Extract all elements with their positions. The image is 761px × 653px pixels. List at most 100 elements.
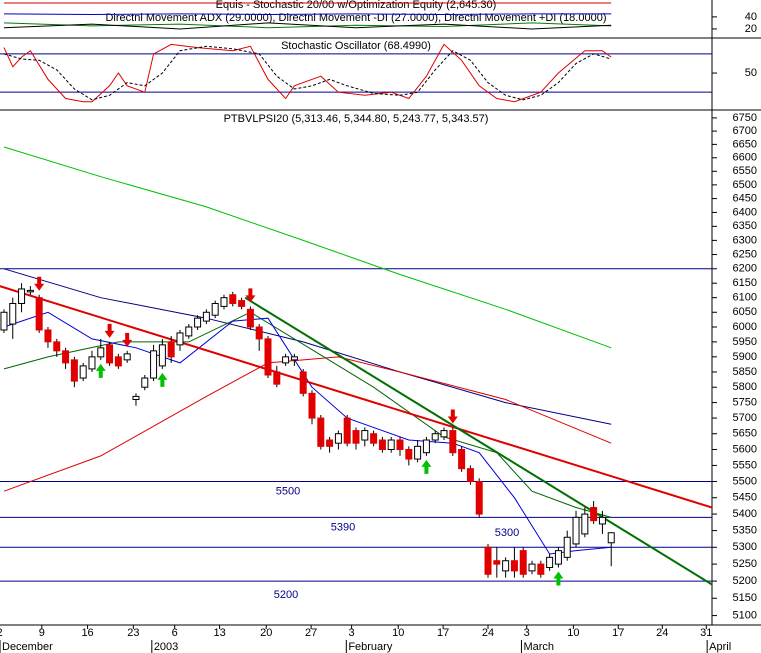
candle-body [554, 550, 562, 565]
month-label: December [2, 641, 53, 653]
candle-body [150, 350, 158, 379]
candle-body [176, 332, 184, 346]
candle-body [88, 356, 96, 370]
y-tick-label: 5550 [733, 459, 757, 471]
y-tick-label: 6550 [733, 165, 757, 177]
y-tick-label: 5700 [733, 412, 757, 424]
buy-arrow [95, 363, 106, 378]
candle-body [255, 326, 263, 340]
y-tick-label: 6450 [733, 193, 757, 205]
y-tick-label: 5400 [733, 508, 757, 520]
candle-body [466, 468, 474, 483]
panel-subtitle: Directnl Movement ADX (29.0000), Directn… [105, 12, 606, 24]
y-tick-label: 6100 [733, 292, 757, 304]
candle-body [211, 302, 219, 316]
y-tick-label: 6200 [733, 263, 757, 275]
candle-body [282, 356, 290, 364]
candle-body [352, 430, 360, 444]
x-tick-label: 13 [213, 627, 225, 639]
y-tick-label: 5950 [733, 336, 757, 348]
candle-body [53, 341, 61, 352]
candle-body [581, 513, 589, 535]
series-line [3, 146, 612, 349]
y-tick-label: 5600 [733, 443, 757, 455]
candle-body [299, 371, 307, 394]
candle-body [326, 439, 334, 447]
sell-arrow [122, 332, 133, 347]
series-line [3, 356, 612, 492]
x-tick-label: 2 [0, 627, 3, 639]
sell-arrow [34, 276, 45, 291]
series-line [0, 285, 712, 509]
candle-body [18, 288, 26, 304]
candle-body [475, 481, 483, 515]
series-line [3, 13, 612, 16]
y-tick-label: 6350 [733, 220, 757, 232]
y-tick-label: 5900 [733, 351, 757, 363]
candle-body [370, 433, 378, 444]
y-tick-label: 6250 [733, 248, 757, 260]
y-tick-label: 6650 [733, 138, 757, 150]
x-tick-label: 3 [349, 627, 355, 639]
candle-body [290, 356, 298, 361]
candle-body [141, 377, 149, 388]
candle-body [202, 311, 210, 322]
candle-body [440, 430, 448, 438]
level-label: 5200 [274, 589, 298, 601]
x-tick-label: 31 [700, 627, 712, 639]
candle-body [317, 417, 325, 447]
candle-body [422, 439, 430, 454]
candle-body [563, 536, 571, 558]
series-line [3, 43, 612, 103]
candle-body [79, 365, 87, 379]
x-tick-label: 20 [260, 627, 272, 639]
y-tick-label: 5150 [733, 592, 757, 604]
month-label: April [709, 641, 731, 653]
panel-title: Stochastic Oscillator (68.4990) [281, 40, 431, 52]
y-tick-label: 5250 [733, 558, 757, 570]
candle-body [264, 338, 272, 376]
candle-body [510, 560, 518, 572]
series-line [3, 311, 612, 555]
x-tick-label: 10 [392, 627, 404, 639]
candle-body [26, 289, 34, 293]
series-line [3, 22, 612, 30]
candle-body [44, 329, 52, 343]
candle-body [572, 516, 580, 545]
candle-body [0, 311, 8, 331]
month-label: March [523, 641, 554, 653]
candle-body [396, 439, 404, 451]
candle-body [361, 430, 369, 441]
y-tick-label: 5750 [733, 396, 757, 408]
y-tick-label: 50 [745, 67, 757, 79]
y-tick-label: 5350 [733, 525, 757, 537]
candle-body [590, 507, 598, 522]
candle-body [607, 532, 615, 544]
y-tick-label: 5300 [733, 541, 757, 553]
y-tick-label: 5100 [733, 609, 757, 621]
chart-title: PTBVLPSI20 (5,313.46, 5,344.80, 5,243.77… [224, 113, 489, 125]
x-tick-label: 23 [127, 627, 139, 639]
y-tick-label: 5200 [733, 575, 757, 587]
x-tick-label: 9 [39, 627, 45, 639]
y-tick-label: 6750 [733, 112, 757, 124]
candle-body [273, 371, 281, 385]
x-tick-label: 3 [524, 627, 530, 639]
x-tick-label: 24 [656, 627, 668, 639]
candle-body [405, 449, 413, 460]
candle-body [414, 445, 422, 460]
x-tick-label: 10 [567, 627, 579, 639]
y-tick-label: 40 [745, 11, 757, 23]
sell-arrow [447, 409, 458, 424]
y-tick-label: 6050 [733, 306, 757, 318]
candle-body [158, 344, 166, 367]
y-tick-label: 5500 [733, 475, 757, 487]
candle-body [35, 297, 43, 331]
sell-arrow [104, 323, 115, 338]
buy-arrow [553, 571, 564, 586]
candle-body [334, 433, 342, 444]
candle-body [246, 308, 254, 328]
y-tick-label: 5850 [733, 366, 757, 378]
